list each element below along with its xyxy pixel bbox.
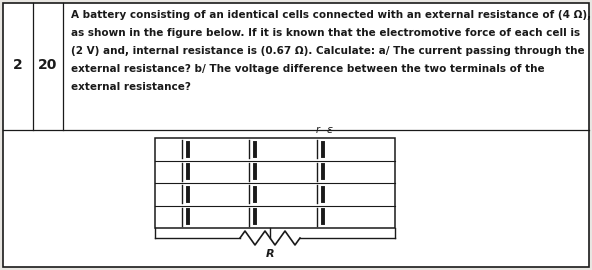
Text: ε: ε <box>327 125 333 135</box>
Text: (2 V) and, internal resistance is (0.67 Ω). Calculate: a/ The current passing th: (2 V) and, internal resistance is (0.67 … <box>71 46 585 56</box>
Text: A battery consisting of an identical cells connected with an external resistance: A battery consisting of an identical cel… <box>71 10 591 20</box>
Bar <box>155 138 395 228</box>
Text: 20: 20 <box>38 58 57 72</box>
Text: external resistance?: external resistance? <box>71 82 191 92</box>
Text: R: R <box>266 249 274 259</box>
Text: 2: 2 <box>13 58 23 72</box>
Text: external resistance? b/ The voltage difference between the two terminals of the: external resistance? b/ The voltage diff… <box>71 64 545 74</box>
Text: r: r <box>316 125 320 135</box>
Text: as shown in the figure below. If it is known that the electromotive force of eac: as shown in the figure below. If it is k… <box>71 28 580 38</box>
